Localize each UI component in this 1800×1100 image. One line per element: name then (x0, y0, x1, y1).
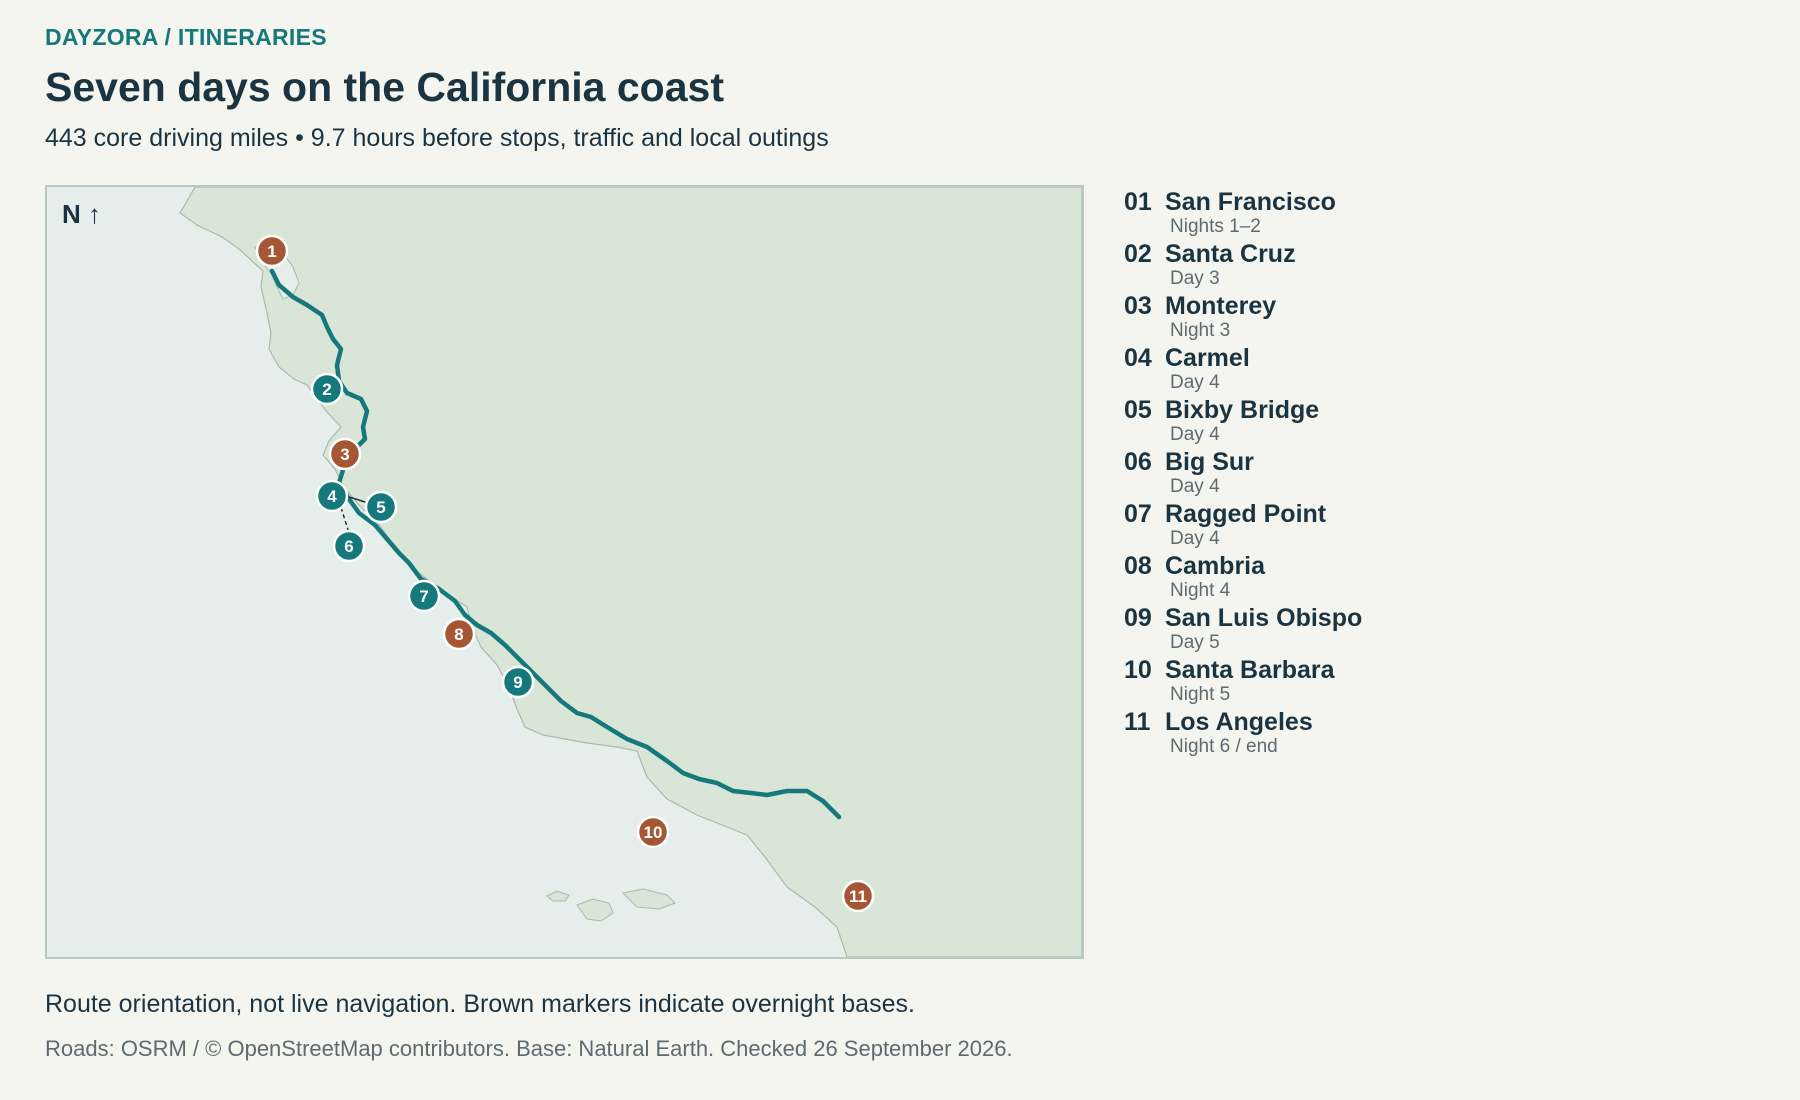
stop-marker-label: 3 (340, 445, 349, 464)
stop-timing: Night 6 / end (1170, 736, 1278, 757)
stop-number: 05 (1124, 396, 1152, 424)
stop-name: Ragged Point (1165, 500, 1327, 528)
list-item[interactable]: 03 Monterey Night 3 (1124, 290, 1744, 342)
stop-marker[interactable]: 10 (636, 815, 670, 849)
stop-name: Los Angeles (1165, 708, 1313, 736)
stop-timing: Day 4 (1170, 372, 1220, 393)
stop-timing: Night 4 (1170, 580, 1231, 601)
stop-number: 10 (1124, 656, 1152, 684)
list-item[interactable]: 08 Cambria Night 4 (1124, 550, 1744, 602)
stop-number: 03 (1124, 292, 1152, 320)
list-item[interactable]: 01 San Francisco Nights 1–2 (1124, 186, 1744, 238)
stop-name: Monterey (1165, 292, 1277, 320)
stop-name: San Francisco (1165, 188, 1336, 216)
north-arrow-icon: N ↑ (62, 199, 101, 229)
stop-marker-label: 5 (376, 498, 385, 517)
list-item[interactable]: 02 Santa Cruz Day 3 (1124, 238, 1744, 290)
stop-marker-label: 2 (322, 380, 331, 399)
stop-marker-label: 10 (644, 823, 663, 842)
stop-number: 06 (1124, 448, 1152, 476)
stop-timing: Day 4 (1170, 528, 1220, 549)
stop-name: Santa Barbara (1165, 656, 1335, 684)
page-title: Seven days on the California coast (45, 64, 724, 110)
stop-marker[interactable]: 3 (328, 437, 362, 471)
stop-timing: Night 3 (1170, 320, 1231, 341)
stop-marker-label: 7 (419, 587, 428, 606)
channel-island-2 (576, 898, 614, 922)
attribution: Roads: OSRM / © OpenStreetMap contributo… (45, 1036, 1013, 1061)
stop-marker[interactable]: 1 (255, 234, 289, 268)
stop-marker[interactable]: 8 (442, 617, 476, 651)
stop-list: 01 San Francisco Nights 1–2 02 Santa Cru… (1124, 186, 1744, 758)
list-item[interactable]: 04 Carmel Day 4 (1124, 342, 1744, 394)
list-item[interactable]: 06 Big Sur Day 4 (1124, 446, 1744, 498)
stop-name: Big Sur (1165, 448, 1254, 476)
stop-name: Cambria (1165, 552, 1266, 580)
stop-marker[interactable]: 7 (407, 579, 441, 613)
stop-number: 09 (1124, 604, 1152, 632)
page-subtitle: 443 core driving miles • 9.7 hours befor… (45, 124, 829, 152)
stop-marker-label: 1 (267, 242, 276, 261)
channel-island-1 (546, 890, 570, 902)
stop-number: 07 (1124, 500, 1152, 528)
stop-number: 01 (1124, 188, 1152, 216)
stop-marker[interactable]: 5 (364, 490, 398, 524)
stop-number: 08 (1124, 552, 1152, 580)
breadcrumb[interactable]: DAYZORA / ITINERARIES (45, 24, 327, 50)
stop-marker-label: 6 (344, 537, 353, 556)
stop-timing: Nights 1–2 (1170, 216, 1261, 237)
stop-timing: Day 4 (1170, 476, 1220, 497)
list-item[interactable]: 05 Bixby Bridge Day 4 (1124, 394, 1744, 446)
stop-marker[interactable]: 4 (315, 479, 349, 513)
stop-name: Bixby Bridge (1165, 396, 1320, 424)
list-item[interactable]: 09 San Luis Obispo Day 5 (1124, 602, 1744, 654)
stop-marker[interactable]: 11 (841, 879, 875, 913)
map-canvas: 1 2 3 4 5 6 7 8 9 10 11 (47, 187, 1082, 957)
stop-name: Santa Cruz (1165, 240, 1296, 268)
stop-marker-label: 11 (849, 887, 867, 906)
stop-number: 02 (1124, 240, 1152, 268)
stop-marker-label: 8 (454, 625, 463, 644)
stop-marker[interactable]: 6 (332, 529, 366, 563)
stop-number: 11 (1124, 708, 1151, 736)
stop-timing: Day 4 (1170, 424, 1220, 445)
list-item[interactable]: 07 Ragged Point Day 4 (1124, 498, 1744, 550)
stop-timing: Day 3 (1170, 268, 1220, 289)
list-item[interactable]: 11 Los Angeles Night 6 / end (1124, 706, 1744, 758)
stop-number: 04 (1124, 344, 1152, 372)
route-map[interactable]: 1 2 3 4 5 6 7 8 9 10 11 N ↑ (45, 185, 1084, 959)
stop-marker-label: 9 (513, 673, 522, 692)
stop-timing: Day 5 (1170, 632, 1220, 653)
stop-name: Carmel (1165, 344, 1250, 372)
stop-marker[interactable]: 9 (501, 665, 535, 699)
stop-marker[interactable]: 2 (310, 372, 344, 406)
map-note: Route orientation, not live navigation. … (45, 990, 915, 1018)
stop-timing: Night 5 (1170, 684, 1231, 705)
channel-island-3 (621, 888, 676, 910)
list-item[interactable]: 10 Santa Barbara Night 5 (1124, 654, 1744, 706)
driving-route (269, 268, 842, 820)
spur-big-sur (338, 500, 350, 534)
stop-marker-label: 4 (327, 487, 337, 506)
stop-name: San Luis Obispo (1165, 604, 1363, 632)
